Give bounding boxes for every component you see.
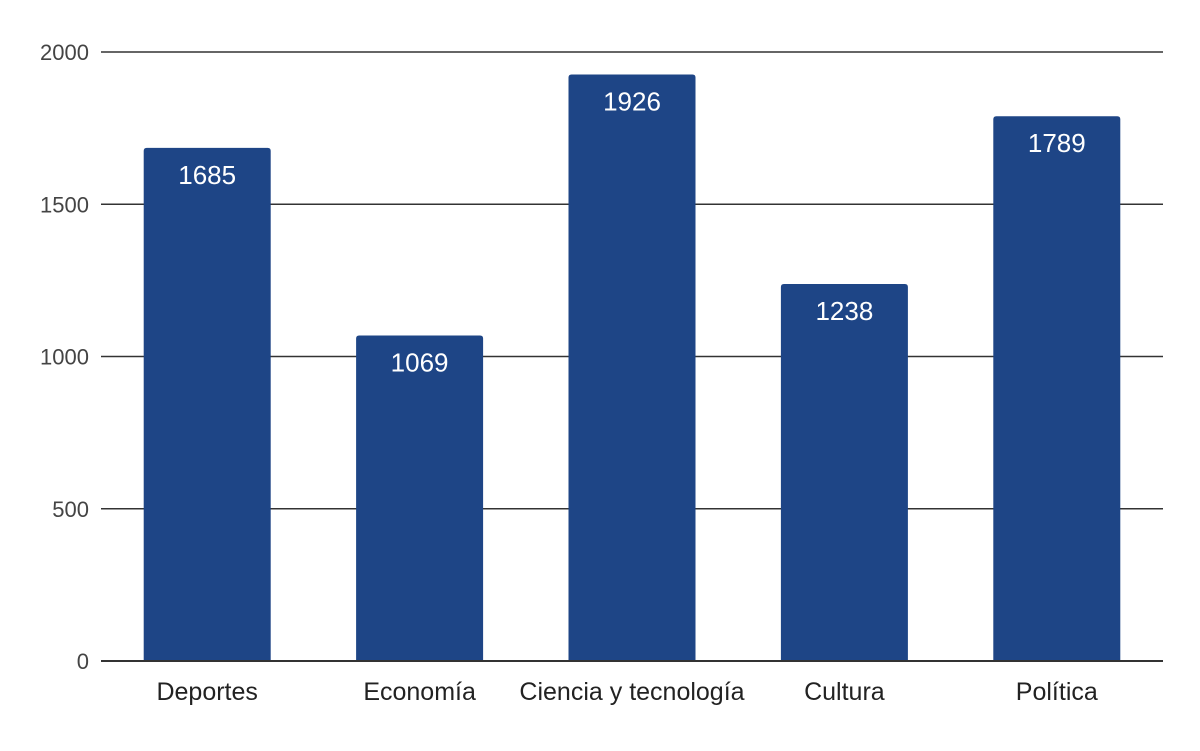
bar-política [993,116,1121,661]
bars [143,74,1121,662]
y-tick-label: 500 [52,497,89,522]
x-category-label: Cultura [804,678,885,706]
bar-cultura [780,284,908,661]
x-category-label: Deportes [156,678,257,706]
y-tick-label: 2000 [40,40,89,65]
y-axis-tick-labels: 0 500 1000 1500 2000 [40,40,89,674]
data-label: 1069 [391,347,449,377]
data-label: 1685 [178,160,236,190]
data-labels: 1685 1069 1926 1238 1789 [178,87,1085,378]
y-tick-label: 1000 [40,345,89,370]
data-label: 1926 [603,87,661,117]
bar-ciencia-y-tecnología [568,74,696,661]
y-tick-label: 0 [77,649,89,674]
x-category-label: Economía [363,678,476,706]
data-label: 1789 [1028,128,1086,158]
bar-economía [356,335,484,661]
bar-deportes [143,147,271,662]
x-category-label: Política [1016,678,1098,706]
x-axis-category-labels: Deportes Economía Ciencia y tecnología Cult… [156,678,1097,706]
y-tick-label: 1500 [40,192,89,217]
data-label: 1238 [815,296,873,326]
x-category-label: Ciencia y tecnología [519,678,744,706]
